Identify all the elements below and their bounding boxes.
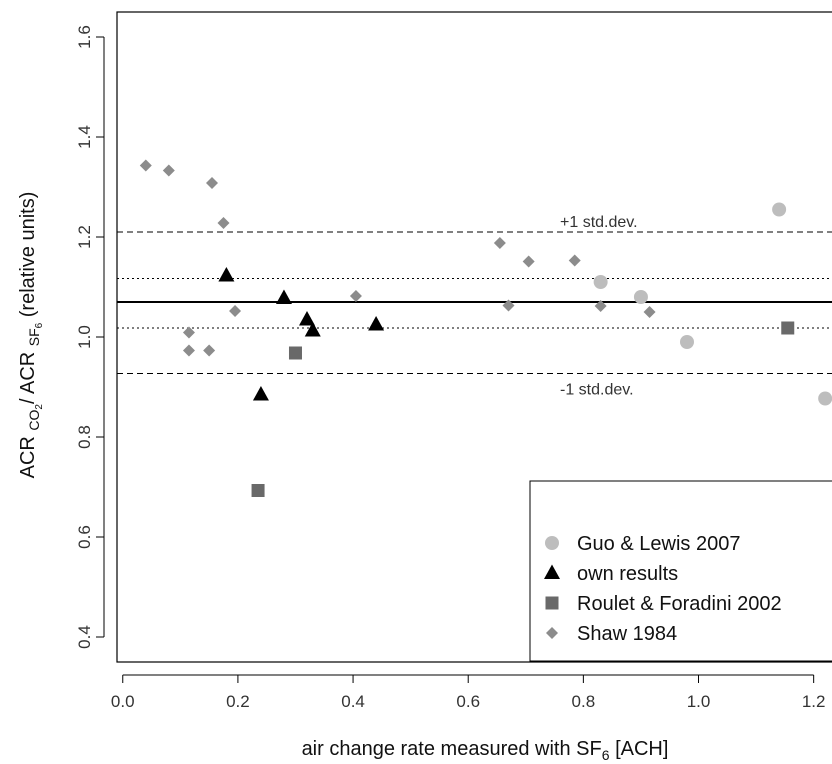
guo-lewis-point — [593, 275, 608, 289]
shaw-point — [182, 344, 195, 357]
guo-lewis-point — [680, 335, 694, 349]
legend: Guo & Lewis 2007 own results Roulet & Fora… — [529, 480, 832, 662]
y-axis: 0.4 0.6 0.8 1.0 1.2 1.4 1.6 — [75, 25, 105, 649]
x-tick-label: 0.6 — [456, 692, 480, 711]
legend-label: Guo & Lewis 2007 — [577, 533, 740, 555]
legend-label: Roulet & Foradini 2002 — [577, 593, 782, 615]
legend-marker-triangle — [544, 564, 560, 579]
std-dev-label: -1 std.dev. — [560, 382, 634, 399]
x-tick-label: 0.0 — [111, 692, 135, 711]
own-results-point — [299, 311, 315, 326]
y-tick-label: 1.0 — [75, 325, 94, 349]
x-tick-label: 1.2 — [802, 692, 826, 711]
legend-box — [529, 480, 832, 662]
shaw-point — [643, 306, 656, 318]
legend-marker-square — [545, 596, 559, 610]
y-tick-label: 1.6 — [75, 25, 94, 49]
y-tick-label: 1.4 — [75, 125, 94, 149]
x-axis: 0.0 0.2 0.4 0.6 0.8 1.0 1.2 — [111, 674, 826, 711]
legend-label: own results — [577, 563, 678, 585]
shaw-point — [594, 300, 607, 312]
shaw-point — [203, 344, 216, 357]
roulet-foradini-point — [781, 321, 795, 335]
shaw-point — [349, 290, 362, 302]
x-tick-label: 0.2 — [226, 692, 250, 711]
shaw-point — [568, 254, 581, 267]
own-results-point — [275, 289, 292, 304]
guo-lewis-point — [772, 202, 787, 217]
x-tick-label: 0.8 — [572, 692, 596, 711]
roulet-foradini-point — [288, 346, 302, 360]
own-results-point — [304, 322, 321, 337]
own-results-point — [252, 386, 269, 401]
shaw-point — [229, 305, 242, 317]
y-tick-label: 0.6 — [75, 525, 94, 549]
std-dev-label: +1 std.dev. — [560, 214, 638, 231]
legend-label: Shaw 1984 — [577, 623, 677, 645]
y-tick-label: 0.4 — [75, 625, 94, 649]
data-points — [139, 159, 832, 497]
shaw-point — [493, 237, 506, 249]
own-results-point — [218, 267, 235, 282]
x-axis-title: air change rate measured with SF6 [ACH] — [302, 738, 669, 763]
shaw-point — [522, 255, 535, 268]
guo-lewis-point — [633, 290, 648, 304]
shaw-point — [502, 299, 515, 312]
roulet-foradini-point — [251, 484, 265, 497]
shaw-point — [206, 177, 218, 189]
y-tick-label: 1.2 — [75, 225, 94, 249]
legend-marker-circle — [545, 536, 559, 550]
x-tick-label: 1.0 — [687, 692, 711, 711]
legend-marker-diamond — [546, 627, 558, 639]
reference-lines: +1 std.dev. -1 std.dev. — [117, 214, 832, 399]
shaw-point — [217, 217, 230, 229]
x-tick-label: 0.4 — [341, 692, 365, 711]
y-axis-title: ACR CO2/ ACR SF6 (relative units) — [17, 192, 45, 479]
shaw-point — [182, 326, 195, 339]
y-tick-label: 0.8 — [75, 425, 94, 449]
guo-lewis-point — [818, 391, 832, 406]
own-results-point — [368, 316, 385, 331]
shaw-point — [162, 164, 175, 177]
shaw-point — [139, 159, 152, 172]
plot-frame — [116, 11, 832, 663]
